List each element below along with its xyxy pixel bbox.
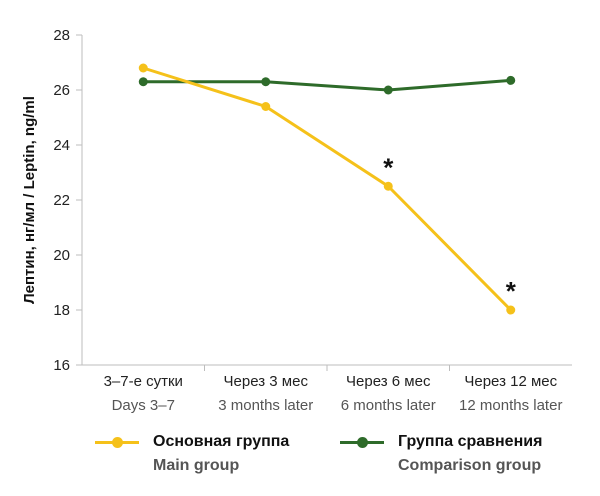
legend-dot-main xyxy=(112,437,123,448)
y-tick-labels: 16 18 20 22 24 26 28 xyxy=(53,27,70,374)
x-category-label-ru: 3–7-е сутки xyxy=(104,373,183,390)
legend-label-comparison-ru: Группа сравнения xyxy=(398,433,543,450)
x-category-label-en: Days 3–7 xyxy=(112,397,175,414)
chart-series: ** xyxy=(138,63,517,315)
significance-marker: * xyxy=(506,276,517,306)
data-point-comparison xyxy=(138,77,148,87)
data-point-comparison xyxy=(261,77,271,87)
x-category-label-ru: Через 3 мес xyxy=(224,373,309,390)
y-tick-label: 18 xyxy=(53,302,70,319)
significance-marker: * xyxy=(383,152,394,182)
legend-dot-comparison xyxy=(357,437,368,448)
data-point-comparison xyxy=(383,85,393,95)
x-category-label-ru: Через 12 мес xyxy=(464,373,557,390)
x-category-label-en: 12 months later xyxy=(459,397,562,414)
y-tick-label: 22 xyxy=(53,192,70,209)
x-category-labels: 3–7-е сутки Days 3–7 Через 3 мес 3 months l… xyxy=(104,373,563,414)
legend-label-main-en: Main group xyxy=(153,457,240,474)
y-tick-label: 24 xyxy=(53,137,70,154)
x-category-label-en: 3 months later xyxy=(218,397,313,414)
series-line-main xyxy=(142,66,512,312)
legend-item-comparison: Группа сравнения Comparison group xyxy=(340,430,542,478)
x-category-label-ru: Через 6 мес xyxy=(346,373,431,390)
data-point-main xyxy=(261,102,271,111)
y-tick-label: 20 xyxy=(53,247,70,264)
data-point-main xyxy=(138,63,148,73)
series-line-comparison xyxy=(143,78,511,92)
data-point-main xyxy=(506,305,516,315)
x-category-label-en: 6 months later xyxy=(341,397,436,414)
y-tick-label: 16 xyxy=(53,357,70,374)
y-tick-label: 26 xyxy=(53,82,70,99)
y-axis-label: Лептин, нг/мл / Leptin, ng/ml xyxy=(21,96,38,304)
data-point-main xyxy=(383,181,393,191)
legend-label-comparison-en: Comparison group xyxy=(398,457,542,474)
chart-axes xyxy=(76,34,572,371)
data-point-comparison xyxy=(506,75,516,85)
y-tick-label: 28 xyxy=(53,27,70,44)
legend-item-main: Основная группа Main group xyxy=(95,430,289,478)
legend-label-main-ru: Основная группа xyxy=(153,433,290,450)
